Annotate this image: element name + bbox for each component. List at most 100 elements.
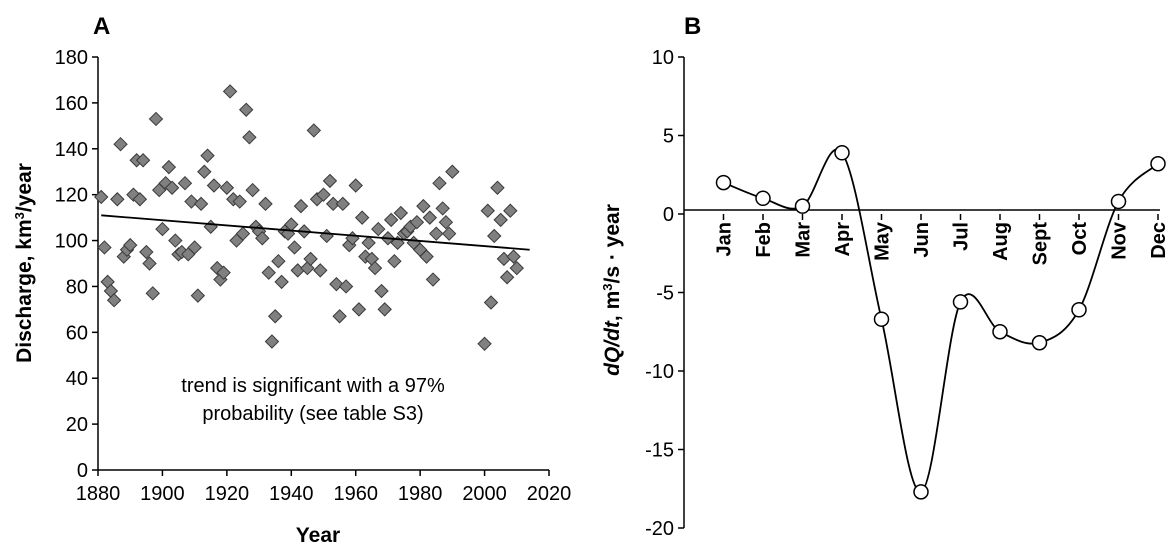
panel-a-data-point: [94, 189, 109, 205]
panel-a-data-point: [303, 251, 318, 267]
panel-a-data-point: [145, 286, 160, 301]
panel-a-data-point: [155, 221, 170, 237]
panel-a-data-point: [429, 226, 444, 241]
panel-a-data-point: [219, 180, 235, 195]
panel-a-data-point: [383, 212, 399, 228]
panel-a-data-point: [432, 175, 447, 191]
panel-a-data-point: [187, 240, 202, 255]
panel-a-y-tick-label: 120: [55, 185, 88, 207]
panel-a-data-point: [306, 123, 322, 138]
panel-a-data-point: [97, 240, 112, 255]
panel-a-data-point: [113, 136, 128, 152]
panel-a-data-point: [235, 226, 251, 241]
panel-b-month-label: Feb: [753, 222, 775, 258]
panel-a-data-point: [222, 84, 238, 99]
panel-a-data-point: [503, 203, 518, 218]
panel-b-label: B: [684, 13, 701, 40]
panel-a-data-point: [168, 233, 183, 248]
panel-a-data-point: [148, 111, 164, 127]
panel-a-data-point: [161, 159, 177, 175]
panel-a-data-point: [416, 198, 431, 214]
panel-a-data-point: [377, 302, 392, 317]
panel-a-data-point: [232, 194, 247, 209]
panel-a-data-point: [506, 249, 521, 264]
panel-a-data-point: [409, 214, 425, 230]
panel-a-y-tick-label: 100: [55, 231, 88, 253]
panel-a-data-point: [290, 263, 305, 278]
panel-a-data-point: [487, 228, 502, 244]
panel-b-month-label: Mar: [793, 222, 815, 258]
panel-b-month-label: Jul: [951, 222, 973, 251]
panel-a-data-point: [274, 274, 289, 290]
panel-a-data-point: [245, 182, 260, 198]
panel-a-data-point: [177, 175, 193, 191]
panel-a-data-point: [258, 196, 273, 212]
panel-a-data-point: [206, 178, 222, 193]
panel-a-data-point: [477, 336, 492, 352]
panel-a-data-point: [325, 196, 341, 212]
panel-a-data-point: [193, 196, 209, 212]
panel-b-month-label: May: [872, 221, 894, 261]
panel-b-month-label: Nov: [1109, 221, 1131, 260]
panel-a-data-point: [197, 164, 212, 179]
panel-b-data-point: [992, 324, 1008, 340]
panel-a-x-tick-label: 1940: [269, 483, 314, 505]
panel-b-y-axis-title: dQ/dt, m3/s · year: [600, 204, 624, 376]
panel-b-data-point: [913, 484, 929, 500]
panel-a-y-tick-label: 160: [55, 93, 88, 115]
panel-b-series-line: [723, 148, 1159, 493]
panel-a-data-point: [490, 180, 505, 195]
panel-a-data-point: [287, 240, 302, 255]
panel-a-data-point: [371, 221, 386, 237]
panel-a-data-point: [267, 309, 283, 324]
panel-a-y-tick-label: 20: [66, 414, 88, 436]
panel-b-data-point: [873, 311, 890, 327]
panel-a-data-point: [271, 253, 286, 269]
panel-b-data-point: [794, 198, 811, 214]
panel-a-data-point: [351, 302, 367, 317]
panel-a-data-point: [313, 263, 328, 278]
panel-a-x-tick-label: 2020: [527, 483, 572, 505]
panel-a-data-point: [483, 295, 499, 310]
panel-b-month-label: Dec: [1148, 222, 1170, 259]
panel-b-month-label: Oct: [1069, 222, 1091, 256]
panel-b-data-point: [1110, 193, 1127, 210]
panel-a-data-point: [322, 173, 338, 189]
panel-a-data-point: [142, 256, 157, 271]
panel-a-data-point: [493, 212, 508, 228]
panel-a-data-point: [255, 231, 270, 246]
panel-b-data-point: [1071, 302, 1087, 318]
panel-b-points: [715, 145, 1166, 500]
panel-b-month-label: Sept: [1030, 222, 1052, 266]
panel-b-y-tick-label: 10: [652, 47, 674, 69]
panel-b-data-point: [715, 174, 732, 191]
panel-a-data-point: [264, 334, 280, 349]
panel-a-data-point: [435, 201, 450, 216]
panel-a-data-point: [496, 251, 512, 267]
panel-b-y-tick-label: -15: [645, 440, 674, 462]
panel-b-y-tick-label: 5: [663, 126, 674, 148]
panel-a-data-point: [335, 196, 351, 212]
panel-a-x-tick-label: 1900: [140, 483, 185, 505]
panel-a-y-tick-label: 180: [55, 47, 88, 69]
panel-a-data-point: [106, 293, 122, 308]
panel-a-y-tick-label: 0: [77, 460, 88, 482]
panel-a-data-point: [441, 226, 457, 241]
panel-a-data-point: [132, 192, 148, 207]
panel-a-data-point: [203, 219, 218, 234]
panel-a-annotation-line-2: probability (see table S3): [202, 403, 423, 425]
panel-a-points: [94, 84, 524, 352]
panel-a-y-ticks: 0 20 40 60 80 100 120 140 160 180: [55, 47, 98, 482]
panel-a-data-point: [316, 187, 331, 202]
panel-a-x-ticks: 1880 1900 1920 1940 1960 1980 2000 2020: [76, 470, 572, 505]
panel-a-data-point: [200, 148, 215, 163]
panel-a-y-tick-label: 140: [55, 139, 88, 161]
panel-a-data-point: [190, 288, 206, 303]
panel-a-data-point: [216, 265, 231, 280]
panel-b-y-ticks: 10 5 0 -5 -10 -15 -20: [645, 47, 684, 540]
panel-b-month-label: Jun: [911, 222, 933, 258]
panel-b-data-point: [952, 294, 969, 310]
panel-a-y-axis-title: Discharge, km3/year: [12, 163, 36, 363]
